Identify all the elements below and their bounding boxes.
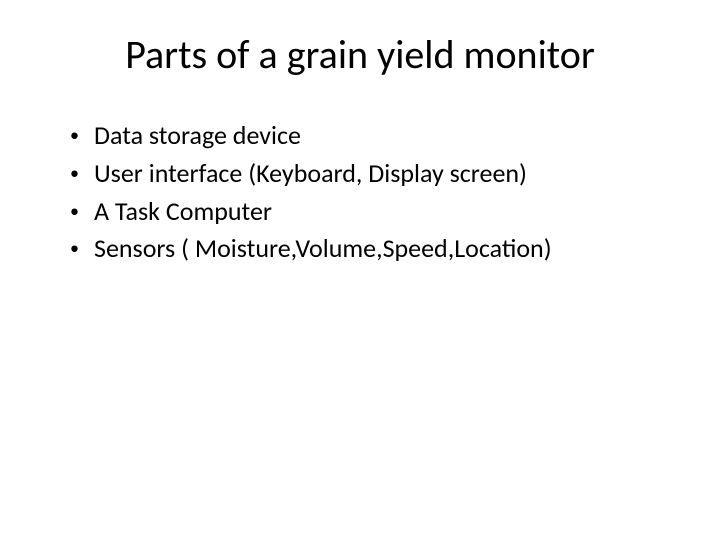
bullet-text: A Task Computer <box>94 195 670 229</box>
bullet-icon: • <box>70 119 94 151</box>
list-item: • User interface (Keyboard, Display scre… <box>70 157 670 191</box>
bullet-icon: • <box>70 157 94 189</box>
bullet-icon: • <box>70 195 94 227</box>
bullet-list: • Data storage device • User interface (… <box>50 119 670 266</box>
slide-title: Parts of a grain yield monitor <box>50 30 670 79</box>
list-item: • A Task Computer <box>70 195 670 229</box>
list-item: • Data storage device <box>70 119 670 153</box>
list-item: • Sensors ( Moisture,Volume,Speed,Locati… <box>70 232 670 266</box>
slide-container: Parts of a grain yield monitor • Data st… <box>0 0 720 540</box>
bullet-icon: • <box>70 232 94 264</box>
bullet-text: User interface (Keyboard, Display screen… <box>94 157 670 191</box>
bullet-text: Data storage device <box>94 119 670 153</box>
bullet-text: Sensors ( Moisture,Volume,Speed,Location… <box>94 232 670 266</box>
